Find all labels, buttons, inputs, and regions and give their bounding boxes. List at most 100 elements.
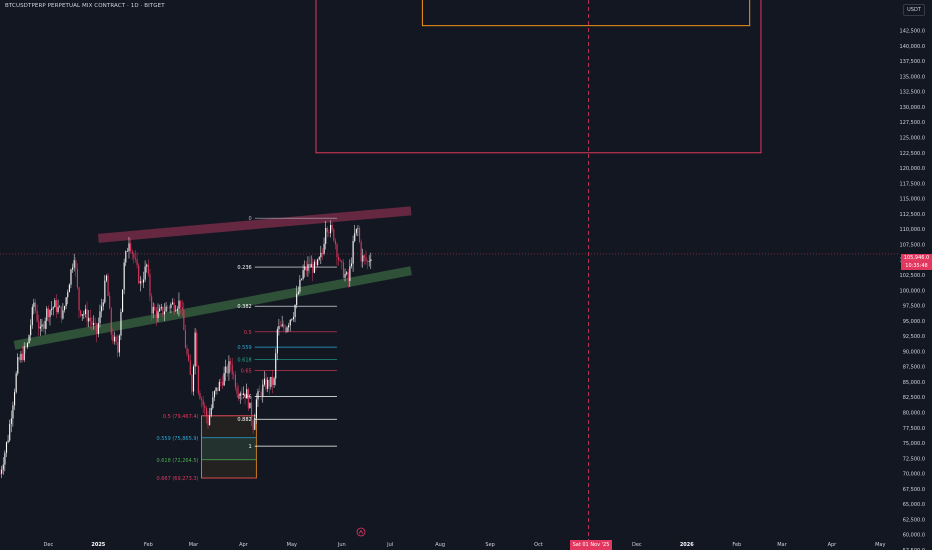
time-tick-label: Apr bbox=[828, 542, 838, 548]
candle-body bbox=[41, 324, 43, 327]
candle bbox=[14, 388, 16, 411]
candle-body bbox=[147, 264, 149, 274]
candle bbox=[133, 251, 135, 264]
candle-body bbox=[215, 387, 217, 392]
candle-body bbox=[23, 346, 25, 361]
candle-body bbox=[273, 378, 275, 385]
fibonacci-levels: 00.2360.3820.50.5590.6180.650.7860.88210… bbox=[156, 216, 337, 482]
candle-body bbox=[54, 300, 56, 308]
candle-body bbox=[175, 310, 177, 312]
candle bbox=[83, 310, 85, 319]
candle bbox=[38, 314, 40, 336]
candle-body bbox=[220, 381, 222, 383]
candle-body bbox=[88, 317, 90, 322]
last-price-value: 105,946.0 bbox=[903, 255, 930, 261]
candle-body bbox=[315, 261, 317, 266]
candle bbox=[113, 331, 116, 345]
candle-body bbox=[78, 287, 80, 311]
candle bbox=[288, 322, 290, 332]
candle-body bbox=[36, 310, 38, 322]
candle bbox=[233, 371, 235, 381]
candle bbox=[134, 249, 137, 263]
candle bbox=[39, 318, 41, 336]
candle bbox=[246, 383, 248, 399]
candle-body bbox=[344, 273, 346, 278]
candle-body bbox=[194, 332, 196, 367]
candle-body bbox=[197, 366, 199, 393]
candle-body bbox=[110, 308, 112, 335]
trend-channels bbox=[13, 206, 412, 350]
candle bbox=[115, 335, 117, 346]
candle bbox=[73, 253, 75, 272]
candle-body bbox=[189, 360, 191, 375]
candle bbox=[204, 402, 206, 415]
price-tick-label: 110,000.0 bbox=[900, 227, 925, 233]
candle bbox=[354, 224, 356, 243]
candle-body bbox=[347, 272, 349, 281]
candle bbox=[197, 364, 199, 396]
candle-body bbox=[331, 224, 333, 230]
candle-body bbox=[173, 302, 175, 311]
candle bbox=[218, 379, 220, 392]
candle bbox=[136, 252, 138, 269]
candle bbox=[155, 306, 157, 326]
candle bbox=[165, 302, 167, 312]
candle bbox=[142, 271, 145, 288]
candle-body bbox=[192, 366, 195, 392]
price-tick-label: 97,500.0 bbox=[903, 304, 925, 310]
candle-body bbox=[299, 279, 301, 292]
time-tick-label: Feb bbox=[732, 542, 741, 548]
candle bbox=[259, 385, 261, 393]
candle-body bbox=[342, 262, 345, 278]
candle-body bbox=[49, 310, 51, 318]
candle-body bbox=[0, 473, 1, 475]
time-tick-label: May bbox=[875, 542, 885, 548]
candle bbox=[209, 407, 211, 426]
candle-body bbox=[165, 306, 167, 312]
candle bbox=[20, 350, 22, 363]
candle-body bbox=[283, 324, 285, 328]
candle-body bbox=[202, 400, 204, 406]
candle-body bbox=[59, 306, 61, 308]
time-tick-label: Jun bbox=[337, 542, 346, 548]
candle bbox=[297, 286, 299, 296]
candle-body bbox=[300, 278, 303, 280]
tradingview-logo-icon[interactable] bbox=[356, 527, 366, 537]
candle-body bbox=[7, 440, 9, 443]
candle bbox=[318, 256, 320, 261]
candle-body bbox=[22, 353, 24, 361]
price-tick-label: 130,000.0 bbox=[900, 105, 925, 111]
time-tick-label: Mar bbox=[189, 542, 199, 548]
candle-body bbox=[105, 275, 108, 281]
candle bbox=[241, 387, 243, 401]
candle-body bbox=[210, 407, 212, 416]
candle bbox=[94, 317, 96, 331]
candle-body bbox=[318, 257, 320, 260]
currency-selector[interactable]: USDT bbox=[903, 4, 925, 16]
candle bbox=[34, 298, 37, 314]
candle bbox=[355, 228, 357, 236]
candle bbox=[109, 291, 111, 309]
candle-body bbox=[188, 354, 190, 361]
candle bbox=[360, 239, 362, 267]
candle bbox=[31, 304, 33, 329]
candle bbox=[268, 377, 270, 395]
fib-level-label: 0.65 bbox=[241, 368, 252, 374]
candle bbox=[36, 304, 38, 323]
candle bbox=[352, 235, 354, 272]
candle bbox=[331, 221, 333, 232]
candle-body bbox=[263, 378, 266, 385]
fib-level-label: 0.382 bbox=[237, 304, 251, 310]
candle bbox=[292, 312, 295, 322]
candle-body bbox=[354, 232, 356, 241]
time-tick-label: May bbox=[287, 542, 297, 548]
fib-level-label: 0.5 bbox=[244, 330, 252, 336]
candle-body bbox=[55, 300, 58, 313]
candle bbox=[247, 387, 249, 411]
candle bbox=[28, 334, 30, 344]
price-tick-label: 107,500.0 bbox=[900, 242, 925, 248]
price-tick-label: 85,000.0 bbox=[903, 380, 925, 386]
candle-body bbox=[205, 408, 207, 417]
candle-body bbox=[70, 269, 72, 285]
